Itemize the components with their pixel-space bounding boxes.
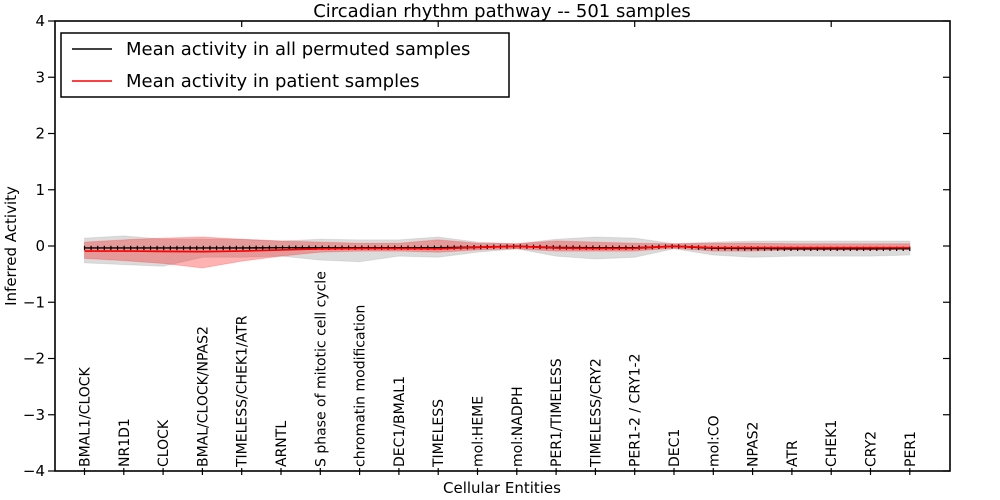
band-permuted: [84, 235, 911, 267]
x-tick-label: ARNTL: [274, 421, 290, 467]
x-tick-label: NR1D1: [117, 418, 133, 467]
legend-label-patient: Mean activity in patient samples: [126, 71, 420, 92]
y-tick-label: 1: [35, 181, 45, 199]
x-tick-label: ATR: [785, 440, 801, 467]
x-tick-label: PER1: [903, 431, 919, 467]
x-tick-label: S phase of mitotic cell cycle: [313, 271, 329, 467]
y-tick-label: −1: [23, 293, 45, 311]
x-tick-label: BMAL/CLOCK/NPAS2: [195, 326, 211, 467]
legend-box: [60, 32, 510, 98]
y-tick-label: −2: [23, 350, 45, 368]
y-axis-label: Inferred Activity: [2, 186, 20, 306]
x-tick-label: PER1-2 / CRY1-2: [628, 353, 644, 467]
mean-line-patient: [84, 245, 910, 253]
x-tick-label: CRY2: [864, 431, 880, 467]
x-tick-label: BMAL1/CLOCK: [78, 366, 94, 467]
x-tick-label: DEC1: [667, 429, 683, 467]
y-tick-label: 4: [35, 12, 45, 30]
x-tick-label: mol:CO: [706, 415, 722, 467]
x-tick-label: mol:HEME: [471, 396, 487, 467]
x-tick-label: DEC1/BMAL1: [392, 376, 408, 467]
x-tick-label: TIMELESS/CRY2: [588, 358, 604, 468]
legend-label-permuted: Mean activity in all permuted samples: [126, 39, 470, 60]
chart-title: Circadian rhythm pathway -- 501 samples: [313, 1, 691, 22]
x-tick-label: CHEK1: [824, 420, 840, 467]
y-tick-label: 0: [35, 237, 45, 255]
x-tick-label: NPAS2: [746, 422, 762, 467]
y-tick-label: 2: [35, 125, 45, 143]
x-tick-label: chromatin modification: [353, 305, 369, 467]
x-tick-label: PER1/TIMELESS: [549, 358, 565, 467]
x-tick-label: TIMELESS/CHEK1/ATR: [235, 315, 251, 468]
y-tick-label: 3: [35, 68, 45, 86]
legend: Mean activity in all permuted samples Me…: [60, 32, 510, 98]
x-axis-label: Cellular Entities: [443, 479, 561, 497]
x-tick-label: mol:NADPH: [510, 386, 526, 467]
plot-area: 4 3 2 1 0 −1 −2 −3 −4 BMAL1/CLOCK NR1D1 CLOCK BMAL/C…: [23, 12, 951, 480]
y-tick-label: −3: [23, 406, 45, 424]
x-tick-label: TIMELESS: [431, 399, 447, 468]
y-tick-label: −4: [23, 462, 45, 480]
x-tick-label: CLOCK: [156, 419, 172, 467]
